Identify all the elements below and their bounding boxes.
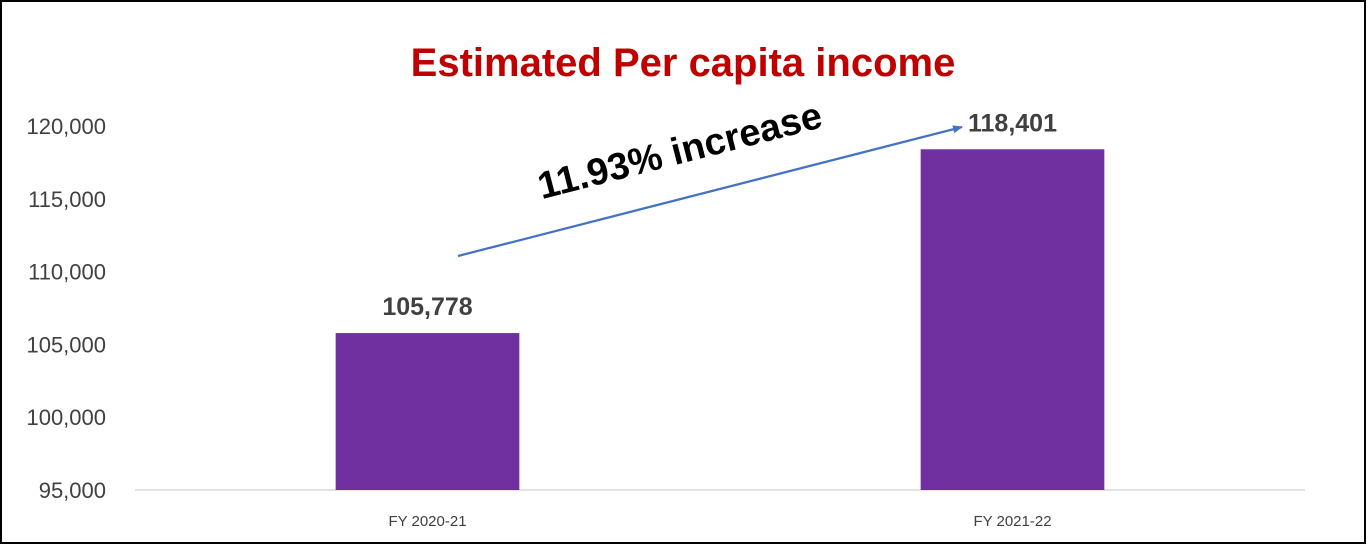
y-tick-label: 100,000	[26, 405, 106, 430]
increase-annotation: 11.93% increase	[534, 95, 827, 208]
x-tick-label: FY 2020-21	[388, 513, 466, 530]
y-tick-label: 120,000	[26, 114, 106, 139]
bar-fy-2021-22	[920, 149, 1105, 490]
increase-arrow	[457, 125, 963, 258]
data-label: 105,778	[382, 293, 472, 321]
x-tick-label: FY 2021-22	[973, 513, 1051, 530]
y-tick-label: 110,000	[28, 260, 106, 285]
y-tick-label: 105,000	[26, 332, 106, 357]
bar-group: 105,778 118,401	[335, 109, 1105, 490]
y-axis: 95,000 100,000 105,000 110,000 115,000 120,00…	[26, 114, 106, 503]
y-tick-label: 115,000	[28, 187, 106, 212]
bar-fy-2020-21	[335, 333, 520, 490]
y-tick-label: 95,000	[39, 478, 106, 503]
data-label: 118,401	[968, 109, 1057, 137]
chart-title: Estimated Per capita income	[411, 41, 956, 85]
x-axis: FY 2020-21 FY 2021-22	[388, 513, 1051, 530]
